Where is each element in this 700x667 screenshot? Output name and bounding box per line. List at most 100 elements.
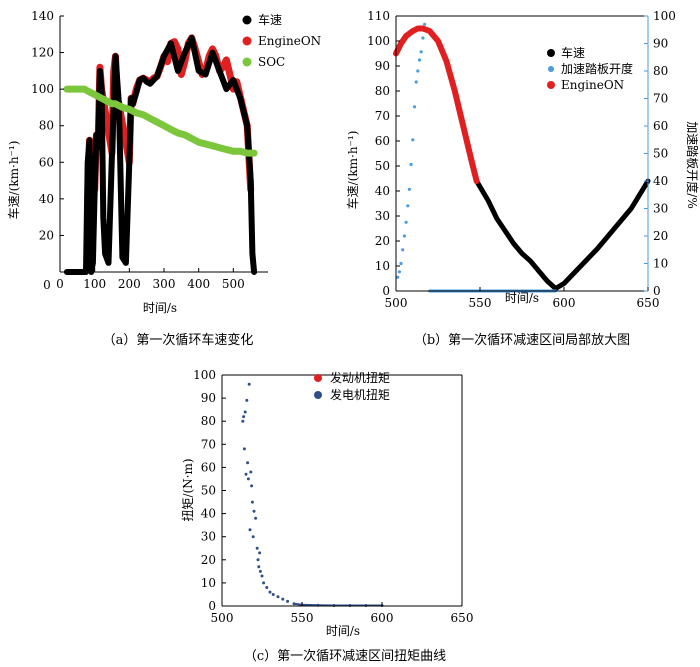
panel-b-ylabel: 车速/(km·h⁻¹) [345,131,360,210]
panel-a-axes: 0 100 200 300 400 500 20 40 60 80 100 120 140 0 [31,9,268,292]
legend-label-vehicle-speed: 车速 [258,12,282,27]
accelerator-pedal-point [396,275,400,279]
y-tick-label: 30 [375,209,390,223]
legend-label-engine-torque: 发动机扭矩 [330,370,390,385]
legend-marker-engine-on [547,81,555,89]
generator-torque-point [265,586,269,589]
legend-label-generator-torque: 发电机扭矩 [330,387,390,402]
x-tick-label: 500 [385,296,408,310]
panel-b-axes: 500 550 600 6500102030405060708090100110010… [367,9,676,310]
legend-label-soc: SOC [258,55,285,69]
generator-torque-point [258,551,262,555]
accelerator-pedal-point [409,162,413,167]
x-tick-label: 650 [637,296,660,310]
generator-torque-point [250,484,254,488]
legend-label-engine-on: EngineON [561,78,624,92]
engine-on-line [393,25,480,184]
y-tick-label: 60 [375,134,390,148]
accelerator-pedal-point [414,80,418,84]
accelerator-pedal-point [407,187,411,191]
y-tick-label: 20 [201,553,216,567]
legend-label-accelerator-pedal: 加速踏板开度 [561,61,633,76]
accelerator-pedal-point [397,270,401,274]
x-tick-label: 100 [83,277,106,291]
legend-label-engine-on: EngineON [258,34,321,48]
generator-torque-point [245,398,249,402]
panel-b-ylabel-right: 加速踏板开度/% [685,121,700,208]
vehicle-speed-line [474,178,651,291]
x-tick-label: 200 [118,277,141,291]
panel-b-legend: 车速 加速踏板开度 EngineON [547,45,633,92]
vehicle-speed-line [63,34,258,275]
generator-torque-point [243,410,247,414]
accelerator-pedal-point [421,36,425,40]
generator-torque-point [246,477,250,481]
accelerator-pedal-point [401,248,405,252]
accelerator-pedal-point [411,138,415,142]
y-right-tick-label: 80 [653,64,668,78]
generator-torque-point [242,415,246,419]
panel-a-ylabel: 车速/(km·h⁻¹) [6,141,21,220]
y-tick-label: 0 [208,599,216,613]
generator-torque-point [256,558,260,562]
generator-torque-point [248,528,252,532]
x-tick-label: 300 [153,277,176,291]
y-tick-label: 30 [201,530,216,544]
x-tick-label: 550 [469,296,492,310]
y-tick-label: 90 [201,391,216,405]
panel-a: 0 100 200 300 400 500 20 40 60 80 100 120 140 0 车速/(k… [6,9,321,348]
generator-torque-point [258,569,262,573]
x-tick-label: 400 [187,277,210,291]
y-right-tick-label: 0 [653,284,661,298]
legend-marker-soc [242,57,252,67]
generator-torque-point [249,470,253,474]
legend-label-vehicle-speed: 车速 [561,45,585,60]
y-right-tick-label: 100 [653,9,676,23]
accelerator-pedal-point [419,50,423,54]
generator-torque-point [260,574,264,578]
x-tick-label: 500 [211,611,234,625]
y-right-tick-label: 30 [653,202,668,216]
generator-torque-point [252,509,256,513]
y-tick-label: 80 [375,84,390,98]
generator-torque-point [271,593,275,596]
generator-torque-point [262,581,266,585]
y-tick-label: 90 [375,59,390,73]
x-tick-label: 600 [371,611,394,625]
y-tick-label: 110 [367,9,390,23]
generator-torque-point [281,597,285,601]
y-right-tick-label: 70 [653,92,668,106]
y-right-tick-label: 90 [653,37,668,51]
legend-marker-engine-on [242,36,252,46]
y-tick-label: 100 [31,82,54,96]
panel-c-legend: 发动机扭矩 发电机扭矩 [314,370,390,402]
panel-c-ylabel: 扭矩/(N·m) [181,458,195,521]
accelerator-pedal-point [412,105,417,109]
panel-c-axes: 500 550 600 650 0 10 20 30 40 50 60 70 80 90 100 [193,368,473,625]
y-tick-label: 100 [193,368,216,382]
x-tick-label: 600 [553,296,576,310]
generator-torque-point [276,595,280,599]
y-tick-label: 70 [201,437,216,451]
soc-line [63,85,258,157]
panel-c-caption: （c）第一次循环减速区间扭矩曲线 [244,648,446,664]
legend-marker-engine-torque [314,374,322,382]
generator-torque-point [251,535,255,539]
y-right-tick-label: 60 [653,119,668,133]
y-tick-label: 60 [39,155,54,169]
legend-marker-generator-torque [314,391,322,399]
generator-torque-point [254,516,258,520]
accelerator-pedal-point [416,69,420,73]
y-right-tick-label: 20 [653,229,668,243]
y-tick-label: 80 [39,119,54,133]
panel-a-xlabel: 时间/s [143,301,177,315]
y-tick-label: 10 [375,259,390,273]
accelerator-pedal-point [423,22,427,26]
accelerator-pedal-point [404,220,408,224]
legend-marker-vehicle-speed [547,49,555,57]
y-tick-label: 50 [375,159,390,173]
y-tick-label: 100 [367,34,390,48]
panel-a-caption: （a）第一次循环车速变化 [103,332,254,348]
panel-c: 500 550 600 650 0 10 20 30 40 50 60 70 80 90 100 扭矩/(N… [181,368,473,664]
